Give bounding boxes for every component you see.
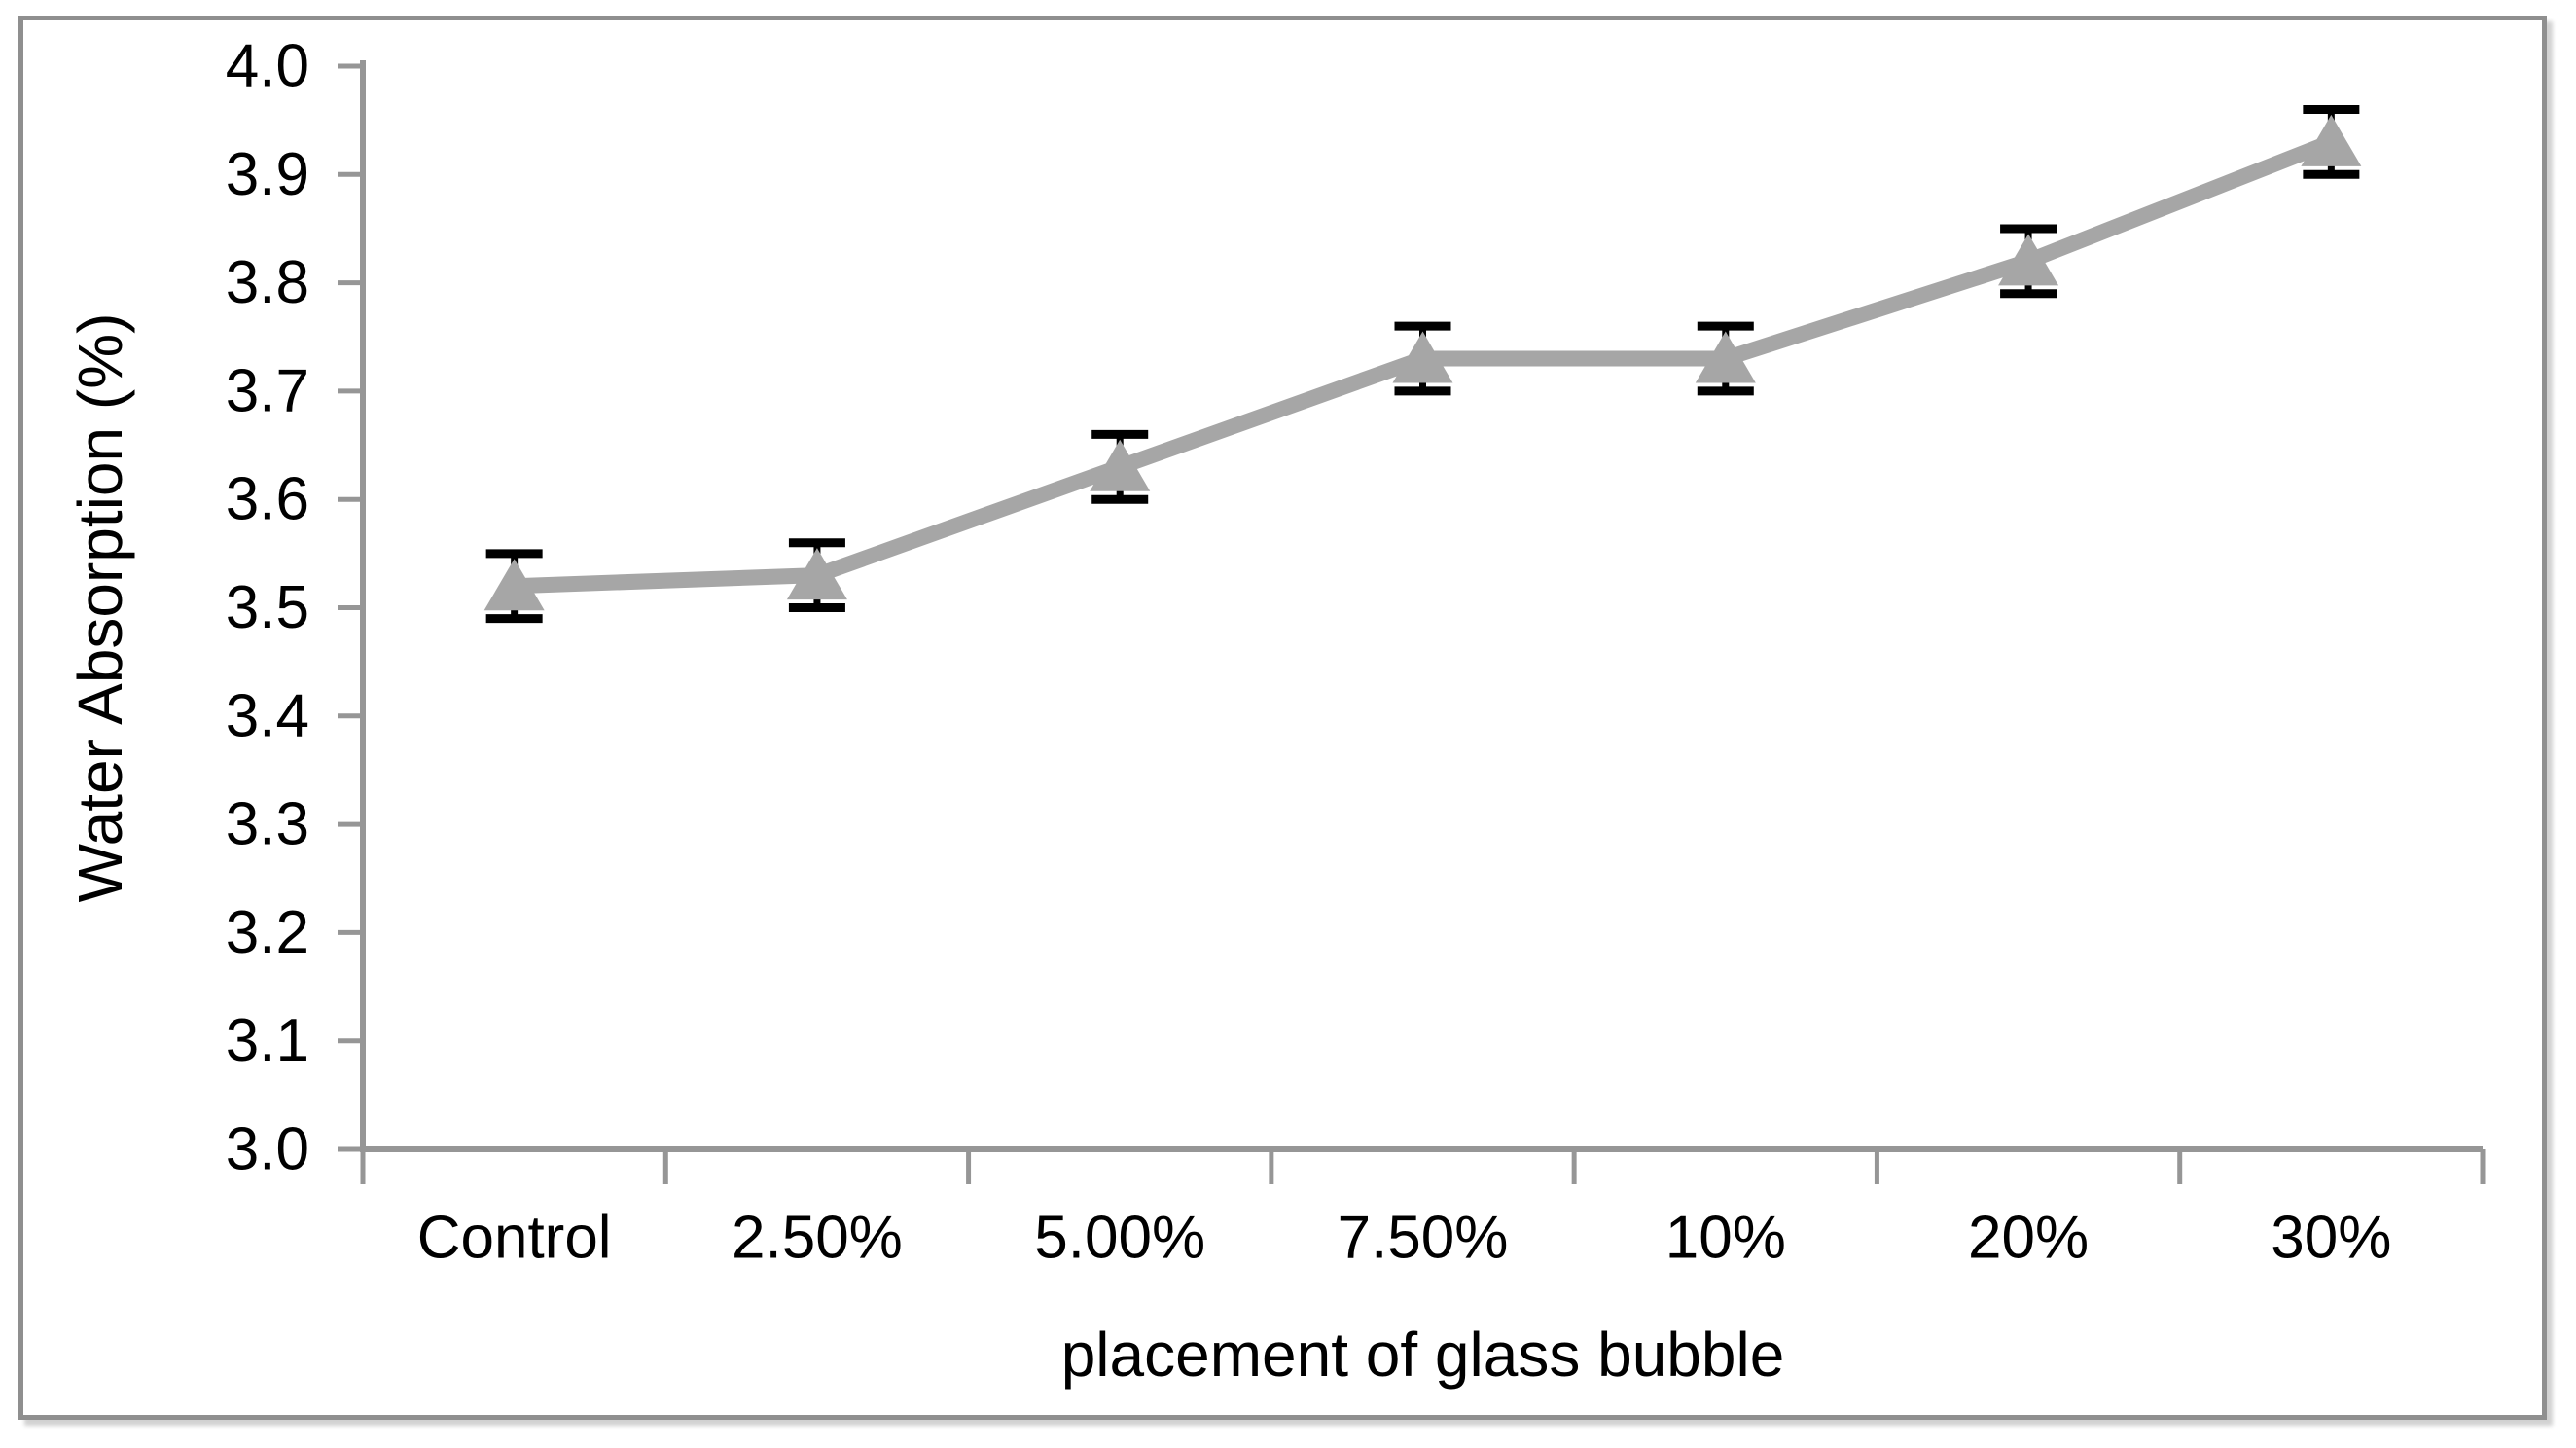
x-axis-title: placement of glass bubble	[1061, 1320, 1785, 1390]
y-axis-title: Water Absorption (%)	[65, 313, 135, 903]
y-tick-label: 3.8	[226, 249, 309, 316]
y-tick-label: 3.6	[226, 466, 309, 533]
y-tick-label: 4.0	[226, 33, 309, 100]
x-category-label: Control	[417, 1205, 612, 1272]
y-tick-label: 3.0	[226, 1116, 309, 1183]
data-point-marker	[1998, 234, 2059, 286]
x-category-label: 5.00%	[1034, 1205, 1205, 1272]
x-category-label: 30%	[2271, 1205, 2391, 1272]
y-tick-label: 3.9	[226, 141, 309, 208]
y-tick-label: 3.5	[226, 574, 309, 641]
x-category-label: 10%	[1665, 1205, 1786, 1272]
data-point-marker	[1695, 331, 1756, 383]
y-tick-label: 3.3	[226, 791, 309, 858]
x-category-label: 7.50%	[1338, 1205, 1509, 1272]
data-point-marker	[1090, 439, 1151, 491]
data-point-marker	[786, 548, 847, 600]
markers-group	[483, 114, 2362, 611]
x-category-label: 20%	[1968, 1205, 2089, 1272]
chart-frame	[18, 16, 2547, 1420]
y-tick-label: 3.7	[226, 357, 309, 424]
y-tick-label: 3.1	[226, 1007, 309, 1074]
x-category-label: 2.50%	[732, 1205, 903, 1272]
data-point-marker	[483, 559, 545, 611]
data-point-marker	[1392, 331, 1453, 383]
data-point-marker	[2301, 114, 2362, 166]
y-tick-label: 3.2	[226, 899, 309, 966]
labels-group: 3.0 3.1 3.2 3.3 3.4 3.5 3.6 3.7 3.8 3.9 4.0 Control…	[65, 33, 2391, 1391]
axes-group	[338, 60, 2486, 1184]
y-tick-label: 3.4	[226, 682, 309, 749]
